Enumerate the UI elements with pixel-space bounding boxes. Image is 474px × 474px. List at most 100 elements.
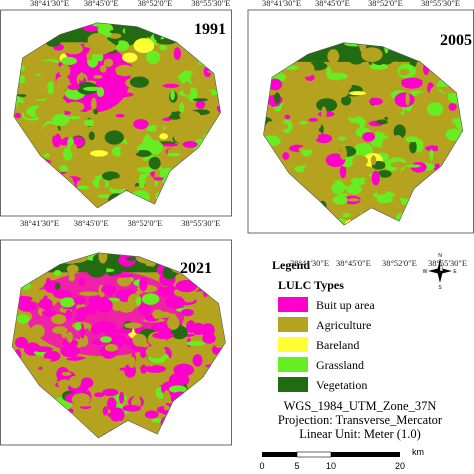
land-patch (175, 28, 189, 42)
land-patch (107, 412, 115, 418)
land-patch (326, 123, 341, 128)
land-patch (346, 184, 362, 195)
land-patch (28, 173, 50, 179)
land-patch (463, 69, 469, 78)
land-patch (371, 170, 381, 186)
land-patch (52, 133, 62, 148)
land-patch (99, 361, 108, 369)
land-patch (13, 16, 20, 21)
land-patch (263, 138, 265, 152)
land-patch (0, 390, 10, 396)
land-patch (86, 263, 107, 278)
land-patch (160, 416, 172, 429)
land-patch (200, 196, 213, 209)
land-patch (41, 433, 47, 439)
land-patch (454, 156, 463, 165)
land-patch (103, 58, 114, 67)
land-patch (26, 151, 37, 163)
land-patch (161, 263, 174, 268)
coordinate-label: 38°41'30"E (30, 0, 69, 8)
land-patch (119, 11, 139, 19)
land-patch (281, 200, 302, 206)
land-patch (382, 138, 392, 153)
land-patch (102, 406, 109, 416)
land-patch (129, 76, 149, 88)
land-patch (263, 53, 264, 62)
land-patch (160, 22, 176, 26)
coordinate-label: 38°41'30"E (262, 0, 301, 8)
land-patch (216, 307, 226, 319)
land-patch (416, 198, 439, 208)
land-patch (164, 357, 186, 364)
land-patch (62, 191, 77, 204)
land-patch (409, 58, 417, 68)
land-patch (12, 413, 18, 417)
land-patch (6, 160, 11, 170)
land-patch (374, 88, 386, 101)
land-patch (427, 42, 440, 52)
land-patch (139, 277, 148, 292)
land-patch (35, 414, 56, 424)
coordinate-label: 38°55'30"E (428, 258, 467, 268)
land-patch (163, 17, 177, 22)
land-patch (396, 188, 419, 199)
land-patch (90, 97, 97, 111)
land-patch (26, 358, 41, 370)
land-patch (164, 288, 172, 296)
land-patch (151, 103, 156, 109)
land-patch (221, 392, 226, 400)
land-patch (113, 273, 134, 278)
land-patch (263, 42, 267, 50)
land-patch (376, 119, 388, 125)
land-patch (111, 197, 133, 201)
land-patch (186, 320, 196, 334)
land-patch (333, 127, 340, 136)
land-patch (126, 256, 137, 261)
land-patch (134, 139, 140, 147)
land-patch (284, 114, 291, 120)
land-patch (274, 122, 289, 131)
land-patch (220, 412, 226, 427)
land-patch (19, 198, 42, 209)
land-patch (100, 336, 112, 343)
land-patch (13, 37, 19, 53)
land-patch (5, 62, 10, 65)
land-patch (97, 194, 112, 199)
land-patch (211, 69, 221, 85)
land-patch (429, 120, 442, 133)
land-patch (267, 152, 280, 161)
land-patch (424, 35, 436, 42)
land-patch (175, 186, 196, 199)
land-patch (285, 76, 292, 81)
land-patch (132, 30, 154, 38)
land-patch (326, 72, 348, 81)
land-patch (300, 42, 313, 44)
land-patch (405, 92, 410, 106)
land-patch (409, 102, 426, 109)
land-patch (190, 388, 210, 395)
land-patch (25, 46, 35, 51)
land-patch (445, 192, 460, 205)
land-patch (406, 164, 421, 168)
land-patch (206, 146, 221, 154)
land-patch (282, 152, 290, 160)
land-patch (140, 266, 156, 273)
land-patch (123, 322, 142, 329)
land-patch (125, 128, 130, 134)
coordinate-label: 38°45'0"E (84, 0, 119, 8)
maps (0, 11, 469, 439)
land-patch (361, 47, 383, 63)
land-patch (102, 432, 118, 439)
land-patch (93, 134, 107, 144)
land-patch (79, 415, 96, 426)
land-patch (57, 379, 72, 389)
land-patch (398, 114, 415, 121)
land-patch (463, 94, 468, 98)
land-patch (444, 167, 463, 180)
land-patch (36, 22, 45, 25)
land-patch (129, 12, 141, 19)
land-patch (387, 110, 403, 124)
land-patch (21, 382, 28, 389)
land-patch (327, 217, 346, 224)
land-patch (192, 354, 203, 367)
